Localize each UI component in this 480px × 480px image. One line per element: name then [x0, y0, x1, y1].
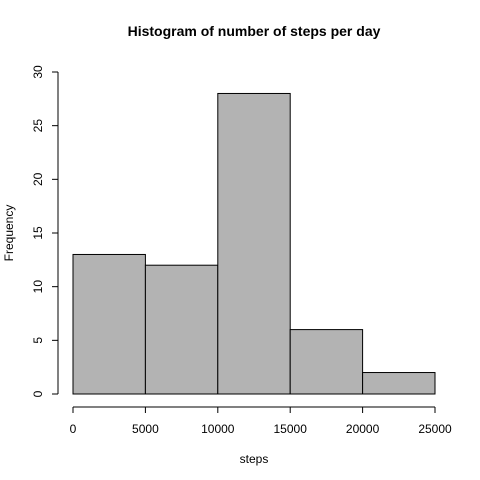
y-axis-label: Frequency: [2, 205, 16, 262]
histogram-bar-2: [144, 264, 219, 395]
histogram-bar-4: [289, 329, 364, 395]
histogram-bar-1: [72, 253, 146, 395]
y-tick-label: 20: [31, 172, 45, 186]
histogram-bar-3: [217, 92, 291, 395]
y-tick-label: 15: [31, 226, 45, 240]
x-tick-label: 15000: [274, 422, 308, 436]
y-tick-label: 5: [31, 337, 45, 344]
x-tick-label: 25000: [418, 422, 452, 436]
x-tick-label: 10000: [201, 422, 235, 436]
histogram-bar-5: [362, 372, 436, 395]
x-axis: 0 5000 10000 15000 20000 25000: [70, 406, 452, 436]
y-tick-label: 25: [31, 119, 45, 133]
x-tick-label: 0: [70, 422, 77, 436]
y-tick-label: 0: [31, 390, 45, 397]
histogram-bars: [72, 92, 436, 395]
y-tick-label: 30: [31, 65, 45, 79]
x-tick-label: 20000: [346, 422, 380, 436]
x-axis-label: steps: [240, 452, 269, 466]
x-tick-label: 5000: [132, 422, 159, 436]
y-axis: 0 5 10 15 20 25 30: [31, 65, 59, 397]
y-tick-label: 10: [31, 280, 45, 294]
chart-title: Histogram of number of steps per day: [128, 23, 381, 39]
